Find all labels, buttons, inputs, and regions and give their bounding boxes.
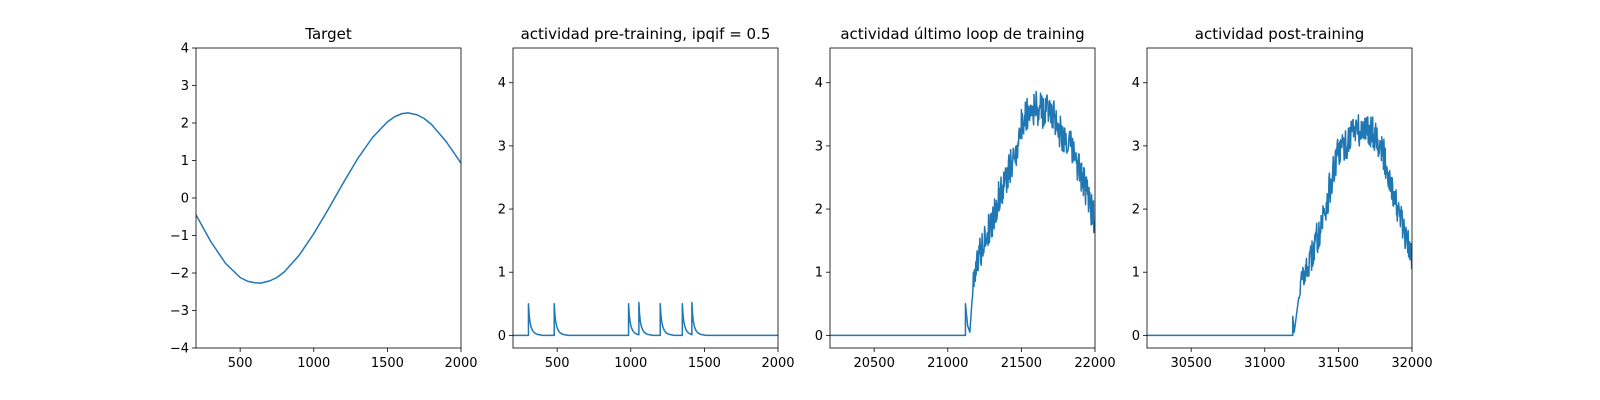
- x-tick-label: 22000: [1074, 356, 1115, 371]
- y-tick-label: 1: [1132, 266, 1140, 281]
- x-tick-label: 1500: [371, 356, 404, 371]
- x-tick-label: 2000: [444, 356, 477, 371]
- y-tick-label: 3: [815, 139, 823, 154]
- y-tick-label: 1: [498, 266, 506, 281]
- x-tick-label: 500: [545, 356, 570, 371]
- axes-frame-3: [829, 47, 1096, 349]
- x-tick-label: 2000: [761, 356, 794, 371]
- x-tick-label: 500: [228, 356, 253, 371]
- y-tick-label: 2: [815, 203, 823, 218]
- chart-panel-2: 500 1000 1500 2000 0 1 2 3 4 actividad pre-traini…: [498, 25, 795, 371]
- chart-title-4: actividad post-training: [1195, 25, 1364, 43]
- chart-title-1: Target: [304, 25, 352, 43]
- x-tick-label: 31000: [1244, 356, 1285, 371]
- series-line-4: [1147, 114, 1412, 337]
- x-tick-label: 31500: [1318, 356, 1359, 371]
- series-line-1: [196, 112, 461, 284]
- y-tick-label: −4: [170, 342, 189, 357]
- y-tick-label: −1: [170, 229, 189, 244]
- x-tick-label: 1000: [614, 356, 647, 371]
- chart-title-2: actividad pre-training, ipqif = 0.5: [521, 25, 771, 43]
- x-tick-label: 20500: [853, 356, 894, 371]
- y-tick-label: 2: [498, 203, 506, 218]
- axes-frame-4: [1146, 47, 1413, 349]
- y-tick-label: 0: [498, 329, 506, 344]
- y-tick-label: 0: [815, 329, 823, 344]
- y-tick-label: 4: [815, 76, 823, 91]
- series-line-2: [513, 301, 778, 337]
- y-tick-label: 3: [181, 79, 189, 94]
- y-tick-label: 0: [181, 192, 189, 207]
- axes-frame-1: [195, 47, 462, 349]
- y-tick-label: 1: [181, 154, 189, 169]
- x-tick-label: 1500: [688, 356, 721, 371]
- chart-panel-3: 20500 21000 21500 22000 0 1 2 3 4 actividad últim…: [815, 25, 1116, 371]
- axes-frame-2: [512, 47, 779, 349]
- chart-title-3: actividad último loop de training: [840, 25, 1084, 43]
- series-line-3: [830, 90, 1095, 337]
- chart-panel-4: 30500 31000 31500 32000 0 1 2 3 4 actividad post-…: [1132, 25, 1433, 371]
- x-tick-label: 21500: [1001, 356, 1042, 371]
- y-tick-label: 1: [815, 266, 823, 281]
- x-tick-label: 30500: [1170, 356, 1211, 371]
- y-tick-label: −3: [170, 304, 189, 319]
- x-tick-label: 1000: [297, 356, 330, 371]
- y-tick-label: 4: [1132, 76, 1140, 91]
- y-tick-label: 3: [1132, 139, 1140, 154]
- y-tick-label: −2: [170, 267, 189, 282]
- x-tick-label: 32000: [1391, 356, 1432, 371]
- y-tick-label: 4: [181, 42, 189, 57]
- y-tick-label: 2: [1132, 203, 1140, 218]
- y-tick-label: 4: [498, 76, 506, 91]
- y-tick-label: 0: [1132, 329, 1140, 344]
- y-tick-label: 2: [181, 117, 189, 132]
- chart-panel-1: 500 1000 1500 2000 −4 −3 −2 −1 0 1 2 3 4 Target: [170, 25, 478, 371]
- x-tick-label: 21000: [927, 356, 968, 371]
- y-tick-label: 3: [498, 139, 506, 154]
